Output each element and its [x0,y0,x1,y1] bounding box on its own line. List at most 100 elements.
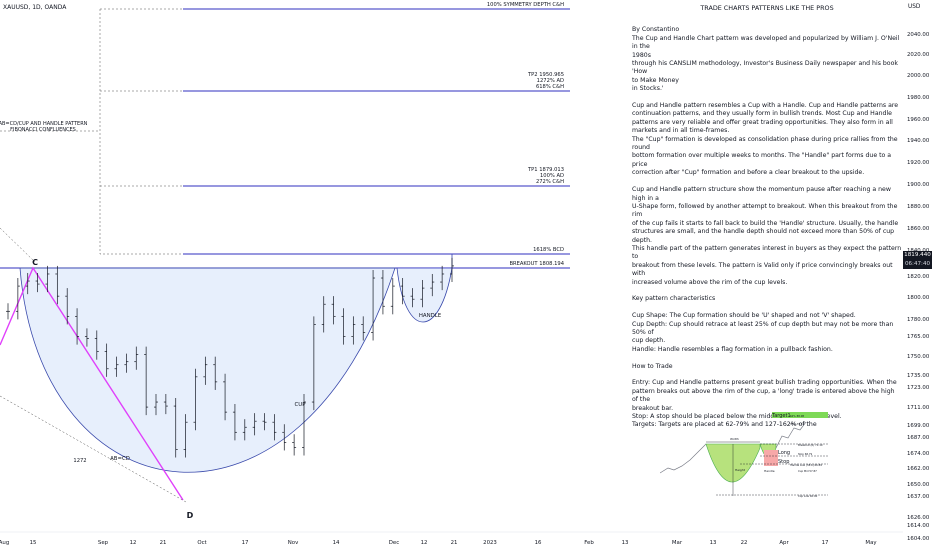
article-line: breakout bar. [632,404,674,412]
inset-small-1: 38% 79.33 [790,422,804,426]
article-line: Cup and Handle pattern resembles a Cup w… [632,102,899,110]
y-tick-label: 1735.00 [907,373,930,379]
y-tick-label: 1980.00 [907,95,930,101]
y-tick-label: 1780.00 [907,317,930,323]
inset-small-6: Cup Low 40.00 [798,494,818,498]
cup-label: CUP [295,402,307,408]
y-tick-label: 2040.00 [907,32,930,38]
x-tick-label: 15 [30,540,37,546]
fib-line-top [0,227,36,263]
inset-stop-zone [764,450,778,466]
article-line: markets and in all time-frames. [632,127,730,135]
level-sublabel: 272% C&H [536,179,564,185]
x-tick-label: Apr [779,540,789,546]
price-axis[interactable]: 2040.00 2020.00 2000.00 1980.00 1960.00 1940.… [903,0,932,542]
article-paragraph: Key pattern characteristics [632,295,902,303]
inset-handle-label: Handle [764,469,775,473]
level-label: 100% SYMMETRY DEPTH C&H [487,2,564,8]
y-tick-label: 1900.00 [907,182,930,188]
y-tick-label: 1650.00 [907,482,930,488]
currency-label: USD [908,4,921,10]
inset-small-5: Cup Mid 57.87 [798,469,817,473]
level-label: TP1 1879.013 [527,167,564,173]
article-line: Targets: Targets are placed at 62-79% an… [632,421,817,429]
last-price-tag: 1819.440 [903,251,932,260]
article-line: of the cup fails it starts to fall back … [632,219,899,227]
y-tick-label: 1604.00 [907,536,930,542]
article-line: The "Cup" formation is developed as cons… [632,135,898,152]
article-line: Cup Shape: The Cup formation should be '… [632,312,856,320]
level-sublabel: 100% AD [540,173,564,179]
y-tick-label: 1765.00 [907,334,930,340]
y-tick-label: 1920.00 [907,160,930,166]
y-tick-label: 1662.00 [907,466,930,472]
article-line: breakout from these levels. The pattern … [632,261,893,278]
article-line: continuation patterns, and they usually … [632,110,892,118]
level-label: 1618% BCD [533,247,564,253]
article-text: TRADE CHARTS PATTERNS LIKE THE PROS By C… [632,4,902,438]
article-line: structures are small, and the handle dep… [632,228,895,244]
x-tick-label: 21 [160,540,167,546]
y-tick-label: 1723.00 [907,385,930,391]
x-tick-label: 2023 [483,540,497,546]
article-line: This handle part of the pattern generate… [632,244,902,261]
article-line: Entry: Cup and Handle patterns present g… [632,379,897,387]
x-tick-label: Oct [197,540,206,546]
cup-shape [19,267,396,473]
level-label: BREAKOUT 1808.194 [509,261,564,267]
price-candles [6,257,454,458]
y-tick-label: 1860.00 [907,226,930,232]
x-tick-label: Feb [584,540,594,546]
x-tick-label: 12 [130,540,137,546]
level-sublabel: 618% C&H [536,84,564,90]
y-tick-label: 1960.00 [907,117,930,123]
article-line: Cup Depth: Cup should retrace at least 2… [632,320,894,336]
symbol-label[interactable]: XAUUSD, 1D, OANDA [3,4,67,11]
article-line: Key pattern characteristics [632,295,716,303]
confluence-label: FIBONACCI CONFLUENCES [10,127,76,133]
time-axis[interactable]: Aug 15 Sep 12 21 Oct 17 Nov 14 Dec 12 21 2023 16 Feb 13… [0,531,903,546]
x-tick-label: 12 [421,540,428,546]
x-tick-label: 16 [535,540,542,546]
pattern-annotations: C D AB=CD CUP HANDLE 1272 [32,258,442,520]
level-label: TP2 1950.965 [527,72,564,78]
article-line: The Cup and Handle Chart pattern was dev… [632,34,900,51]
article-paragraph: Cup and Handle pattern structure show th… [632,186,902,287]
article-line: bottom formation over multiple weeks to … [632,152,892,168]
x-tick-label: May [865,540,877,546]
handle-label: HANDLE [419,313,442,319]
article-paragraph: Cup Shape: The Cup formation should be '… [632,312,902,354]
abcd-label: AB=CD [110,456,130,462]
inset-target-label: Target1 [771,413,791,419]
y-tick-label: 2000.00 [907,73,930,79]
x-tick-label: 13 [710,540,717,546]
inset-small-2: Breakout (R) 71.10 [798,443,823,447]
level-sublabel: 1272% AD [537,78,564,84]
y-tick-label: 1637.00 [907,494,930,500]
pattern-drawings [0,227,453,503]
article-line: Cup and Handle pattern structure show th… [632,186,891,202]
handle-shape [396,267,453,323]
article-line: How to Trade [632,362,673,370]
abcd-leg [0,266,184,501]
y-tick-label: 2020.00 [907,52,930,58]
article-paragraph: By Constantino The Cup and Handle Chart p… [632,26,902,93]
article-line: cup depth. [632,337,666,345]
article-line: 1980s [632,51,651,59]
x-tick-label: Mar [672,540,683,546]
article-paragraph: Cup and Handle pattern resembles a Cup w… [632,102,902,178]
inset-small-4: Handle Low (38.6) 66.89 [790,463,822,467]
article-paragraph: How to Trade [632,363,902,371]
y-tick-label: 1940.00 [907,138,930,144]
x-tick-label: Sep [98,540,109,546]
x-tick-label: Dec [389,540,399,546]
y-tick-label: 1699.00 [907,423,930,429]
x-tick-label: 17 [822,540,829,546]
y-tick-label: 1626.00 [907,515,930,521]
inset-small-3: Stop 68.79 [798,452,812,456]
inset-long-label: Long [778,450,790,456]
article-line: Stop: A stop should be placed below the … [632,413,842,420]
y-tick-label: 1614.00 [907,523,930,529]
inset-target-zone [772,412,828,418]
